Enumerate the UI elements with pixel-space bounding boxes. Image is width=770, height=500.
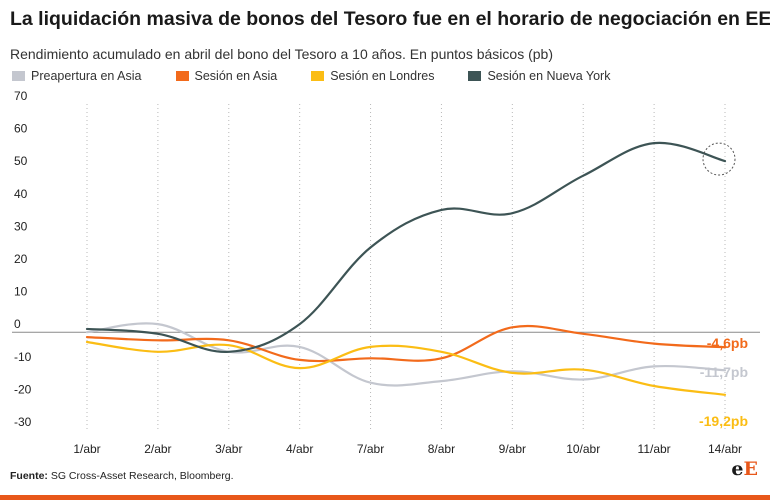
legend-item-sesion-londres: Sesión en Londres — [311, 69, 434, 83]
series-line-sesion-ny — [85, 141, 727, 353]
y-tick-label: -10 — [14, 350, 32, 364]
end-label-sesion-londres: -19,2pb — [699, 413, 748, 429]
end-labels: -11,7pb -4,6pb -19,2pb — [699, 335, 748, 429]
x-tick-label: 14/abr — [708, 442, 742, 456]
grid-layer — [12, 104, 760, 432]
legend-swatch-sesion-asia — [175, 71, 189, 81]
line-chart: 70 60 50 40 30 20 10 0 -10 -20 -30 1/abr 2/abr 3/abr 4… — [12, 89, 760, 456]
legend-label-sesion-ny: Sesión en Nueva York — [487, 69, 611, 83]
x-tick-label: 4/abr — [286, 442, 313, 456]
source-note: Fuente: SG Cross-Asset Research, Bloombe… — [10, 470, 234, 482]
legend-item-sesion-ny: Sesión en Nueva York — [468, 69, 610, 83]
legend-swatch-sesion-londres — [311, 71, 325, 81]
brand-logo: eE — [731, 458, 758, 480]
legend-label-sesion-asia: Sesión en Asia — [194, 69, 278, 83]
legend-swatch-preapertura — [12, 71, 25, 81]
source-text: SG Cross-Asset Research, Bloomberg. — [47, 470, 234, 482]
y-tick-label: 70 — [14, 89, 28, 103]
y-tick-label: -30 — [14, 415, 32, 429]
end-label-sesion-asia: -4,6pb — [707, 335, 748, 351]
y-tick-label: 60 — [14, 122, 28, 136]
x-tick-label: 7/abr — [357, 442, 384, 456]
x-tick-label: 10/abr — [566, 442, 600, 456]
series-lines — [85, 141, 736, 396]
tick-labels: 70 60 50 40 30 20 10 0 -10 -20 -30 1/abr 2/abr 3/abr 4… — [14, 89, 742, 456]
chart-title: La liquidación masiva de bonos del Tesor… — [10, 8, 770, 30]
legend-swatch-sesion-ny — [468, 71, 482, 81]
chart-legend: Preapertura en Asia Sesión en Asia Sesió… — [12, 67, 644, 85]
x-tick-label: 8/abr — [428, 442, 455, 456]
legend-label-sesion-londres: Sesión en Londres — [330, 69, 435, 83]
end-label-preapertura: -11,7pb — [700, 364, 748, 380]
logo-prefix: e — [731, 458, 744, 480]
y-tick-label: 20 — [14, 252, 28, 266]
x-tick-label: 11/abr — [638, 442, 671, 456]
x-tick-label: 3/abr — [215, 442, 242, 456]
y-tick-label: 50 — [14, 154, 28, 168]
source-label: Fuente: — [10, 470, 48, 482]
y-tick-label: -20 — [14, 382, 32, 396]
series-line-sesion-londres — [85, 340, 727, 396]
legend-item-sesion-asia: Sesión en Asia — [175, 69, 278, 83]
chart-subtitle: Rendimiento acumulado en abril del bono … — [10, 46, 553, 62]
brand-bar — [0, 495, 770, 500]
x-tick-label: 9/abr — [499, 442, 526, 456]
x-tick-label: 1/abr — [73, 442, 100, 456]
y-tick-label: 0 — [14, 317, 21, 331]
y-tick-label: 30 — [14, 219, 28, 233]
y-tick-label: 10 — [14, 285, 28, 299]
x-tick-label: 2/abr — [144, 442, 171, 456]
y-tick-label: 40 — [14, 187, 28, 201]
endpoint-highlight-circle — [702, 142, 736, 176]
logo-cap: E — [743, 458, 758, 480]
legend-item-preapertura: Preapertura en Asia — [12, 69, 142, 83]
legend-label-preapertura: Preapertura en Asia — [31, 69, 142, 83]
series-line-sesion-asia — [85, 324, 727, 363]
